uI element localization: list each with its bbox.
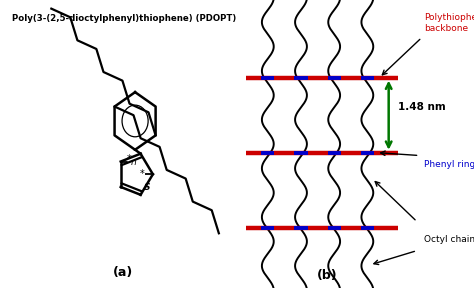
Text: 1.48 nm: 1.48 nm [398, 102, 446, 111]
Text: *: * [140, 169, 145, 179]
Text: (b): (b) [317, 269, 337, 282]
Text: Poly(3-(2,5-dioctylphenyl)thiophene) (PDOPT): Poly(3-(2,5-dioctylphenyl)thiophene) (PD… [12, 14, 236, 23]
Text: Phenyl ring: Phenyl ring [424, 160, 474, 169]
Text: Octyl chain: Octyl chain [424, 234, 474, 244]
Text: *: * [127, 154, 131, 164]
Text: S: S [144, 183, 150, 192]
Text: n: n [131, 158, 137, 168]
Text: Polythiophene
backbone: Polythiophene backbone [424, 13, 474, 33]
Text: (a): (a) [113, 266, 133, 279]
